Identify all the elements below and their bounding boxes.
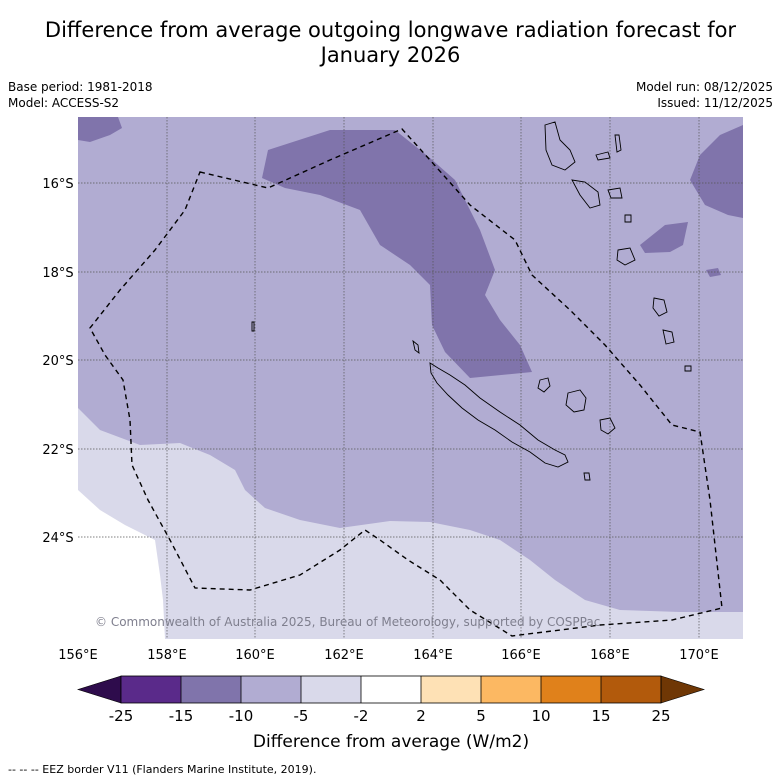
lon-label-164e: 164°E [413,648,453,663]
colorbar-ticks: -25 -15 -10 -5 -2 2 5 10 15 25 [109,707,671,725]
copyright-notice: © Commonwealth of Australia 2025, Bureau… [95,615,600,629]
lat-label-20s: 20°S [42,354,73,369]
lat-label-24s: 24°S [42,531,73,546]
issued-label: Issued: 11/12/2025 [657,96,773,110]
base-period-label: Base period: 1981-2018 [8,80,153,94]
graticule [78,117,743,639]
colorbar: -25 -15 -10 -5 -2 2 5 10 15 25 Differenc… [76,675,706,752]
coastline-loyalty-3 [599,417,616,435]
colorbar-tick: 15 [591,707,610,725]
coastline-new-caledonia [429,362,569,468]
colorbar-tick: -10 [229,707,254,725]
colorbar-label: Difference from average (W/m2) [253,732,529,752]
lon-label-156e: 156°E [58,648,98,663]
colorbar-extend-high [660,675,706,704]
colorbar-tick: -25 [109,707,134,725]
title-line-2: January 2026 [320,43,461,67]
colorbar-tick: -15 [169,707,194,725]
lon-label-170e: 170°E [679,648,719,663]
colorbar-extend-low [76,675,122,704]
meta-left: Base period: 1981-2018 Model: ACCESS-S2 [8,79,153,111]
anomaly-patch-north-east [690,125,743,218]
colorbar-tick: 5 [476,707,486,725]
colorbar-tick: -5 [294,707,309,725]
coastlines [251,121,692,481]
lat-label-18s: 18°S [42,266,73,281]
coastline-vanuatu-island-6 [684,365,692,372]
coastline-island-c [251,321,255,332]
colorbar-tick: 2 [416,707,426,725]
coastline-vanuatu-island-2 [614,134,622,153]
colorbar-segment-5-10 [481,676,541,703]
colorbar-tick: 10 [531,707,550,725]
anomaly-patch-central [262,130,532,378]
coastline-vanuatu-efate [616,247,636,266]
lon-label-158e: 158°E [147,648,187,663]
lon-label-168e: 168°E [590,648,630,663]
anomaly-field-minus5-minus2 [78,408,743,639]
colorbar-dividers [180,676,602,703]
model-label: Model: ACCESS-S2 [8,96,120,110]
coastline-vanuatu-island-5 [662,329,675,345]
colorbar-segment-minus25-minus15 [121,676,181,703]
coastline-loyalty-2 [565,389,587,413]
coastline-vanuatu-island-4 [652,297,668,317]
coastline-loyalty-1 [537,377,551,393]
model-run-label: Model run: 08/12/2025 [635,80,773,94]
lat-label-22s: 22°S [42,443,73,458]
lat-label-16s: 16°S [42,177,73,192]
colorbar-outline [120,675,662,704]
meta-right: Model run: 08/12/2025 Issued: 11/12/2025 [636,79,773,111]
anomaly-patch-east [640,222,688,253]
coastline-vanuatu-island-3 [607,187,623,199]
coastline-island-a [412,339,420,354]
colorbar-tick: -2 [354,707,369,725]
colorbar-segment-minus5-minus2 [301,676,361,703]
colorbar-tick: 25 [651,707,670,725]
colorbar-segment-minus2-2 [361,676,421,703]
colorbar-segment-minus15-minus10 [181,676,241,703]
title-line-1: Difference from average outgoing longwav… [44,18,737,42]
anomaly-field-minus2-2 [78,490,165,639]
coastline-island-b [583,472,591,481]
colorbar-segment-15-25 [601,676,661,703]
coastline-vanuatu-malakula [571,179,601,209]
coastline-vanuatu-island-7 [624,214,632,223]
anomaly-patch-north-west [78,117,122,142]
anomaly-patch-small [706,268,721,277]
colorbar-segment-minus10-minus5 [241,676,301,703]
eez-border [89,128,723,637]
chart-title: Difference from average outgoing longwav… [0,18,781,68]
colorbar-segment-2-5 [421,676,481,703]
coastline-vanuatu-island-1 [595,151,611,161]
colorbar-segment-10-15 [541,676,601,703]
lon-label-166e: 166°E [501,648,541,663]
eez-legend-note: -- -- -- EEZ border V11 (Flanders Marine… [8,763,317,776]
lon-label-160e: 160°E [235,648,275,663]
coastline-vanuatu-espiritu-santo [544,121,576,171]
map-area: © Commonwealth of Australia 2025, Bureau… [78,117,743,639]
axis-labels: 16°S 18°S 20°S 22°S 24°S 156°E 158°E 160… [42,177,718,663]
lon-label-162e: 162°E [324,648,364,663]
